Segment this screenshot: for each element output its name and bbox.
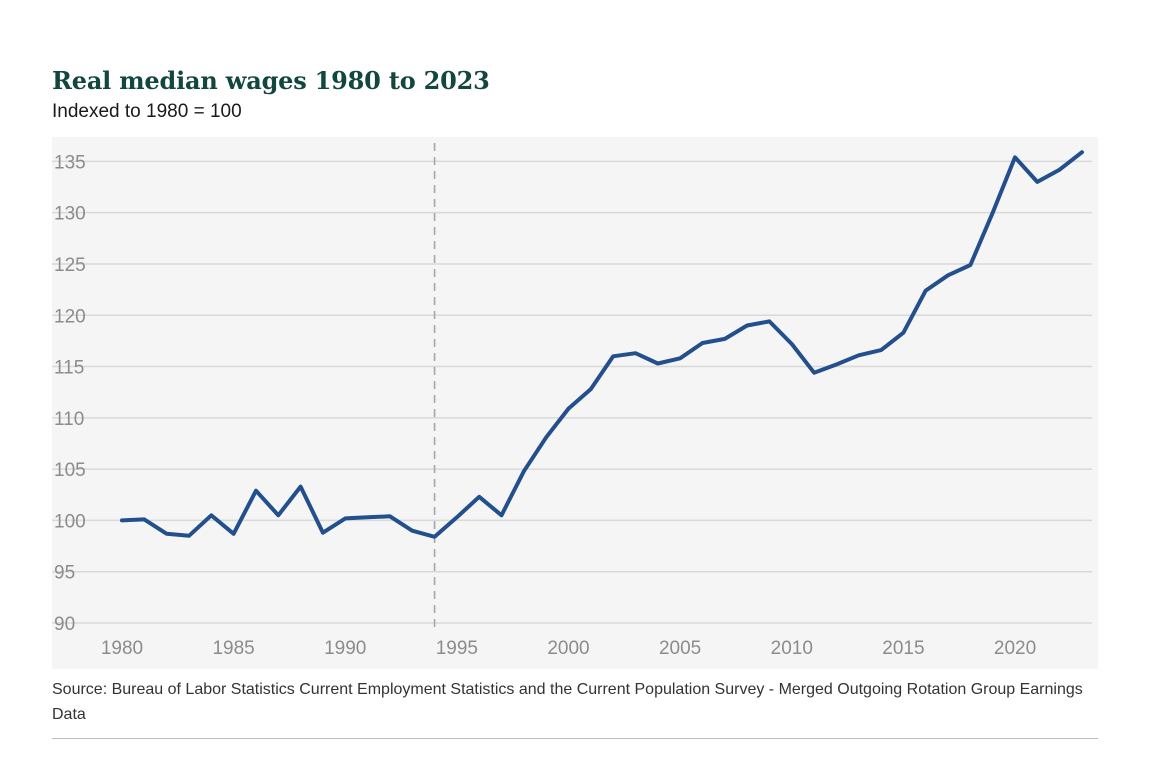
x-tick-label-2005: 2005 — [659, 638, 701, 659]
y-tick-label-100: 100 — [54, 511, 86, 532]
x-tick-label-1980: 1980 — [101, 638, 143, 659]
gridlines — [52, 160, 1092, 624]
x-tick-label-2020: 2020 — [994, 638, 1036, 659]
series-group — [120, 150, 1084, 539]
y-tick-label-125: 125 — [54, 255, 86, 276]
x-tick-label-2000: 2000 — [547, 638, 589, 659]
x-tick-label-2010: 2010 — [771, 638, 813, 659]
x-tick-label-2015: 2015 — [882, 638, 924, 659]
x-tick-label-1995: 1995 — [436, 638, 478, 659]
y-axis-ticks: 90 95 100 105 110 115 120 125 130 135 — [54, 152, 86, 635]
bottom-divider — [52, 738, 1098, 739]
chart-title: Real median wages 1980 to 2023 — [52, 66, 490, 95]
y-tick-label-135: 135 — [54, 152, 86, 173]
x-axis-ticks: 1980 1985 1990 1995 2000 2005 2010 2015 2020 — [101, 638, 1036, 659]
y-tick-label-95: 95 — [54, 563, 75, 584]
x-tick-label-1985: 1985 — [212, 638, 254, 659]
series-line-0 — [120, 150, 1084, 539]
y-tick-label-120: 120 — [54, 306, 86, 327]
chart-area: 90 95 100 105 110 115 120 125 130 135 1980 1985 199… — [52, 137, 1098, 669]
y-tick-label-110: 110 — [54, 409, 84, 430]
x-tick-label-1990: 1990 — [324, 638, 366, 659]
chart-subtitle: Indexed to 1980 = 100 — [52, 101, 242, 122]
y-tick-label-105: 105 — [54, 460, 86, 481]
y-tick-label-115: 115 — [54, 358, 84, 379]
source-note: Source: Bureau of Labor Statistics Curre… — [52, 681, 1083, 723]
line-chart: 90 95 100 105 110 115 120 125 130 135 1980 1985 199… — [52, 137, 1098, 669]
y-tick-label-90: 90 — [54, 614, 75, 635]
y-tick-label-130: 130 — [54, 204, 86, 225]
